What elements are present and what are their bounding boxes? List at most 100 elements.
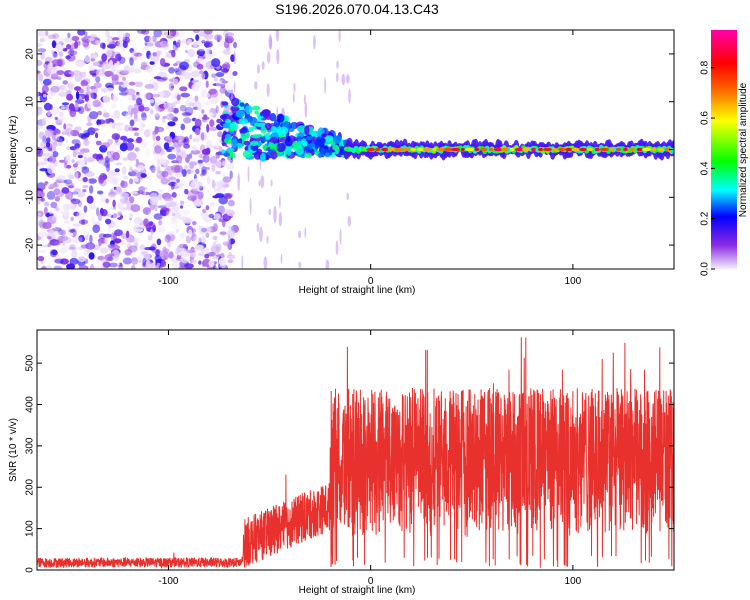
spectrogram-noise-blob: [151, 82, 159, 91]
spectrogram-noise-blob: [202, 154, 210, 163]
spectrogram-noise-blob: [80, 80, 89, 87]
spectrogram-noise-blob: [138, 117, 145, 126]
spectrogram-noise-blob: [205, 248, 210, 253]
spectrogram-noise-blob: [140, 139, 148, 149]
spectrogram-noise-blob: [46, 55, 52, 63]
spectrogram-noise-blob: [138, 185, 145, 195]
spectrogram-noise-blob: [53, 231, 61, 240]
spectrogram-noise-blob: [130, 69, 134, 73]
spectrogram-noise-blob: [108, 170, 118, 177]
spectrogram-noise-blob: [150, 108, 154, 115]
spectrogram-noise-blob: [107, 243, 116, 249]
spectrogram-noise-blob: [122, 257, 133, 265]
spectrogram-noise-blob: [84, 31, 88, 37]
spectrogram-noise-blob: [175, 135, 185, 141]
spectrogram-noise-blob: [61, 187, 70, 194]
spectrogram-noise-blob: [158, 219, 163, 226]
spectrogram-signal-peak: [443, 147, 454, 152]
spectrogram-noise-blob: [109, 59, 113, 69]
spectrogram-noise-blob: [132, 127, 139, 131]
spectrogram-noise-blob: [117, 40, 123, 48]
spectrogram-noise-blob: [142, 257, 147, 267]
spectrogram-noise-blob: [178, 243, 187, 249]
spectrogram-transition-blob: [260, 152, 266, 162]
spectrogram-noise-blob: [141, 113, 147, 121]
spectrogram-transition-blob: [262, 144, 268, 150]
spectrogram-noise-blob: [212, 235, 218, 240]
spectrogram-noise-blob: [125, 111, 132, 115]
spectrogram-noise-blob: [113, 213, 118, 219]
spectrogram-noise-blob: [105, 198, 109, 204]
spectrogram-noise-blob: [179, 104, 187, 112]
spectrogram-noise-blob: [94, 220, 101, 225]
spectrogram-noise-blob: [133, 68, 142, 74]
spectrogram-noise-blob: [82, 189, 87, 193]
spectrogram-transition-blob: [245, 105, 253, 115]
spectrogram-noise-blob: [50, 91, 56, 97]
spectrogram-noise-blob: [75, 150, 79, 156]
snr-y-label: SNR (10 * v/v): [8, 418, 19, 482]
spectrogram-signal-peak: [623, 147, 628, 152]
spectrogram-noise-blob: [47, 165, 54, 175]
spectrogram-noise-blob: [45, 30, 49, 36]
spectrogram-signal-peak: [651, 147, 657, 152]
spectrogram-noise-blob: [117, 202, 124, 209]
spectrogram-noise-blob: [38, 250, 47, 253]
snr-x-ticks: -100 0 100: [158, 330, 582, 587]
spectrogram-noise-blob: [40, 197, 45, 202]
spectrogram-transition-blob: [231, 138, 238, 149]
spectrogram-noise-blob: [219, 160, 229, 164]
spectrogram-noise-blob: [92, 153, 99, 159]
spectrogram-noise-blob: [200, 249, 206, 253]
spectrogram-noise-blob: [92, 100, 101, 107]
spectrogram-noise-blob: [211, 51, 217, 57]
spectrogram-noise-blob: [179, 61, 190, 70]
spectrogram-noise-blob: [51, 40, 57, 49]
spectrogram-noise-blob: [46, 66, 57, 75]
spectrogram-noise-blob: [203, 225, 212, 234]
spectrogram-noise-blob: [150, 167, 158, 173]
spectrogram-noise-blob: [155, 259, 163, 263]
spectrogram-noise-blob: [37, 142, 41, 147]
spectrogram-transition-blob: [256, 148, 263, 155]
spectrogram-noise-blob: [140, 111, 147, 118]
spectrogram-noise-blob: [180, 92, 190, 98]
spectrogram-signal-peak: [381, 147, 389, 152]
spectrogram-noise-blob: [105, 49, 113, 58]
spectrogram-noise-blob: [64, 37, 74, 43]
spectrogram-streak: [263, 256, 268, 269]
spectrogram-noise-blob: [111, 144, 117, 153]
x-tick-label: -100: [158, 576, 178, 587]
spectrogram-noise-blob: [103, 112, 110, 118]
spectrogram-noise-blob: [136, 97, 143, 106]
spectrogram-noise-blob: [67, 174, 76, 180]
spectrogram-noise-blob: [85, 91, 92, 96]
spectrogram-noise-blob: [223, 40, 230, 49]
spectrogram-noise-blob: [75, 171, 79, 180]
spectrogram-noise-blob: [51, 213, 58, 222]
spectrogram-noise-blob: [165, 210, 175, 217]
spectrogram-noise-blob: [143, 92, 152, 100]
colorbar-gradient: [711, 30, 737, 269]
spectrogram-noise-blob: [163, 197, 174, 202]
spectrogram-streak: [341, 73, 346, 86]
spectrogram-noise-blob: [206, 123, 210, 133]
spectrogram-noise-blob: [206, 176, 211, 185]
spectrogram-noise-blob: [37, 31, 46, 37]
spectrogram-signal-peak: [558, 147, 566, 152]
spectrogram-noise-blob: [89, 263, 95, 269]
spectrogram-noise-blob: [105, 30, 110, 38]
spectrogram-noise-blob: [120, 135, 128, 141]
spectrogram-noise-blob: [63, 210, 70, 217]
spectrogram-noise-blob: [187, 48, 195, 58]
spectrogram-noise-blob: [39, 37, 45, 43]
spectrogram-noise-blob: [65, 55, 71, 60]
spectrogram-noise-blob: [83, 139, 90, 146]
spectrogram-noise-blob: [144, 45, 149, 51]
y-tick-label: 20: [25, 48, 36, 60]
spectrogram-streak: [313, 34, 316, 50]
spectrogram-transition-blob: [295, 145, 304, 156]
spectrogram-noise-blob: [184, 188, 189, 195]
spectrogram-transition-blob: [269, 113, 277, 122]
spectrogram-noise-blob: [201, 236, 206, 245]
